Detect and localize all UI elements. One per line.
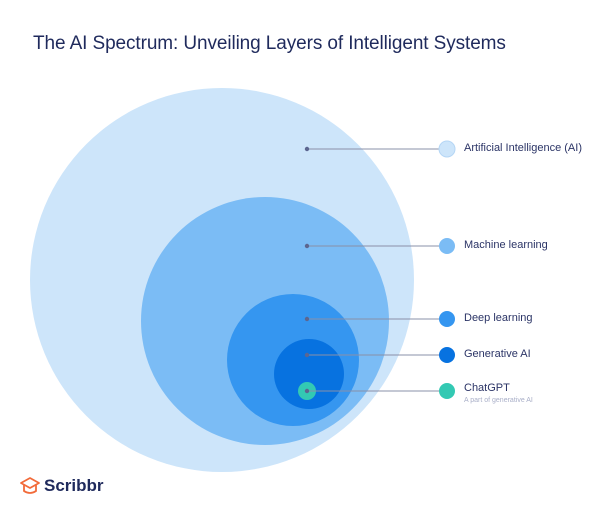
- legend-swatch-machine-learning: [439, 238, 455, 254]
- label-generative-ai: Generative AI: [464, 348, 531, 360]
- anchor-dots: [304, 146, 310, 394]
- legend-swatch-ai: [438, 140, 456, 158]
- label-machine-learning: Machine learning: [464, 239, 548, 251]
- legend-swatch-generative-ai: [439, 347, 455, 363]
- sublabel-chatgpt: A part of generative AI: [464, 397, 533, 404]
- label-chatgpt: ChatGPT: [464, 382, 510, 394]
- legend-swatch-deep-learning: [439, 311, 455, 327]
- brand-name: Scribbr: [44, 476, 104, 495]
- graduation-cap-icon: [20, 477, 40, 494]
- label-deep-learning: Deep learning: [464, 312, 533, 324]
- legend-swatch-chatgpt: [439, 383, 455, 399]
- scribbr-logo: Scribbr: [20, 476, 104, 496]
- label-ai: Artificial Intelligence (AI): [464, 142, 582, 154]
- leader-lines: [307, 148, 440, 392]
- page-title: The AI Spectrum: Unveiling Layers of Int…: [33, 33, 506, 54]
